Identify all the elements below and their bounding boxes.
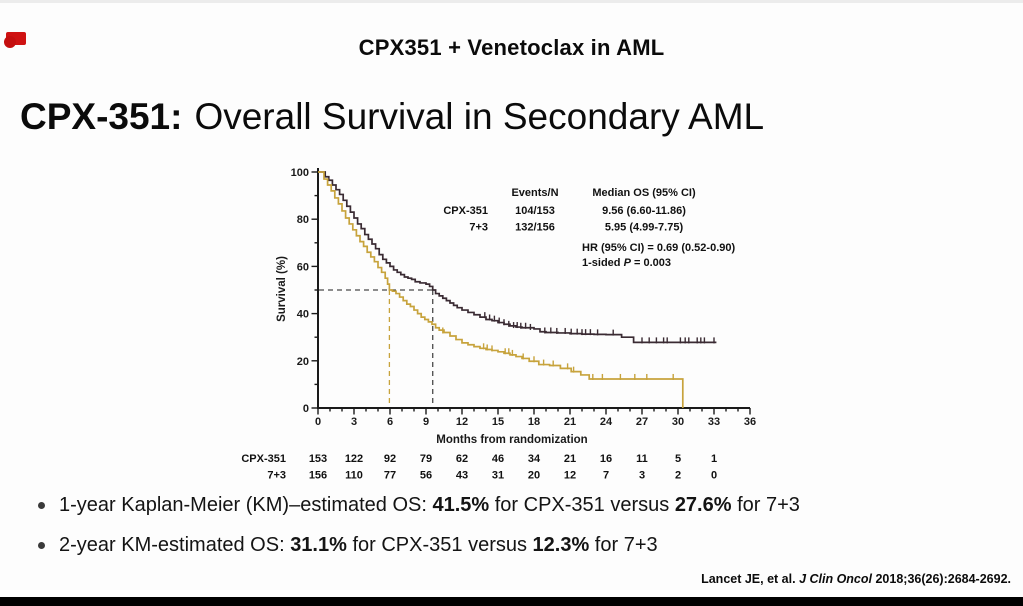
list-item: 1-year Kaplan-Meier (KM)–estimated OS: 4…	[36, 494, 996, 517]
svg-text:60: 60	[297, 261, 309, 273]
svg-text:CPX-351: CPX-351	[241, 453, 286, 465]
svg-text:21: 21	[564, 453, 576, 465]
svg-text:27: 27	[636, 416, 648, 428]
svg-text:24: 24	[600, 416, 613, 428]
bullet-icon	[38, 502, 45, 509]
page-title-rest: Overall Survival in Secondary AML	[194, 96, 765, 137]
svg-text:132/156: 132/156	[515, 222, 555, 234]
svg-text:5.95 (4.99-7.75): 5.95 (4.99-7.75)	[605, 222, 684, 234]
svg-text:21: 21	[564, 416, 576, 428]
svg-text:5: 5	[675, 453, 681, 465]
svg-text:15: 15	[492, 416, 504, 428]
svg-text:104/153: 104/153	[515, 205, 555, 217]
svg-text:43: 43	[456, 470, 468, 482]
svg-text:6: 6	[387, 416, 393, 428]
axes: 0 3 6 9 12 15 18 21 24 27 30 33 36020406080100Months…	[276, 167, 756, 446]
list-item: 2-year KM-estimated OS: 31.1% for CPX-35…	[36, 534, 996, 557]
svg-text:11: 11	[636, 453, 648, 465]
svg-text:33: 33	[708, 416, 720, 428]
svg-text:7: 7	[603, 470, 609, 482]
svg-text:18: 18	[528, 416, 540, 428]
svg-text:Median OS (95% CI): Median OS (95% CI)	[592, 187, 696, 199]
svg-text:36: 36	[744, 416, 756, 428]
svg-text:0: 0	[315, 416, 321, 428]
svg-text:Events/N: Events/N	[511, 187, 558, 199]
svg-text:122: 122	[345, 453, 363, 465]
svg-text:0: 0	[711, 470, 717, 482]
svg-text:31: 31	[492, 470, 504, 482]
top-edge-strip	[0, 0, 1023, 3]
km-survival-chart: 0 3 6 9 12 15 18 21 24 27 30 33 36 0 20 40 60 80 100 Months…	[240, 150, 800, 495]
svg-text:0: 0	[303, 403, 309, 415]
svg-text:3: 3	[351, 416, 357, 428]
svg-text:3: 3	[639, 470, 645, 482]
key-findings-list: 1-year Kaplan-Meier (KM)–estimated OS: 4…	[36, 494, 996, 557]
badge-dot	[4, 36, 16, 48]
bullet-text-1yr-os: 1-year Kaplan-Meier (KM)–estimated OS: 4…	[59, 494, 800, 516]
series-cpx-351	[318, 171, 717, 344]
slide-kicker: CPX351 + Venetoclax in AML	[358, 35, 665, 60]
svg-text:HR (95% CI) = 0.69 (0.52-0.90): HR (95% CI) = 0.69 (0.52-0.90)	[582, 242, 735, 254]
svg-text:34: 34	[528, 453, 541, 465]
svg-text:1: 1	[711, 453, 717, 465]
bullet-icon	[38, 542, 45, 549]
median-guides	[319, 289, 434, 407]
svg-text:100: 100	[291, 167, 309, 179]
svg-text:20: 20	[297, 356, 309, 368]
svg-text:Months from randomization: Months from randomization	[436, 434, 587, 446]
svg-text:1-sided P = 0.003: 1-sided P = 0.003	[582, 257, 671, 269]
legend: Events/N Median OS (95% CI) CPX-351 104/153…	[443, 187, 735, 269]
svg-text:80: 80	[297, 214, 309, 226]
km-chart-svg: 0 3 6 9 12 15 18 21 24 27 30 33 36020406080100Months…	[241, 167, 756, 482]
svg-text:156: 156	[309, 470, 327, 482]
svg-text:CPX-351: CPX-351	[443, 205, 488, 217]
svg-text:77: 77	[384, 470, 396, 482]
bottom-letterbox-bar	[0, 597, 1023, 606]
svg-text:62: 62	[456, 453, 468, 465]
at-risk-table: CPX-351 153 122 92 79 62 46 34 21 16 11 5 17+3 156 110…	[241, 453, 717, 482]
red-video-record-badge-icon	[4, 31, 30, 49]
bullet-text-2yr-os: 2-year KM-estimated OS: 31.1% for CPX-35…	[59, 534, 658, 556]
svg-text:9: 9	[423, 416, 429, 428]
svg-text:92: 92	[384, 453, 396, 465]
svg-text:7+3: 7+3	[267, 470, 286, 482]
svg-text:20: 20	[528, 470, 540, 482]
svg-text:Survival (%): Survival (%)	[276, 256, 288, 322]
series-7-3	[318, 171, 684, 408]
svg-text:46: 46	[492, 453, 504, 465]
page-title: CPX-351: Overall Survival in Secondary AM…	[20, 96, 1000, 138]
svg-text:110: 110	[345, 470, 363, 482]
svg-text:40: 40	[297, 309, 309, 321]
svg-text:79: 79	[420, 453, 432, 465]
svg-text:9.56 (6.60-11.86): 9.56 (6.60-11.86)	[602, 205, 686, 217]
svg-text:16: 16	[600, 453, 612, 465]
page-title-drug: CPX-351:	[20, 96, 183, 137]
citation: Lancet JE, et al. J Clin Oncol 2018;36(2…	[701, 572, 1011, 586]
svg-text:7+3: 7+3	[469, 222, 488, 234]
svg-text:12: 12	[564, 470, 576, 482]
svg-text:12: 12	[456, 416, 468, 428]
svg-text:2: 2	[675, 470, 681, 482]
svg-text:56: 56	[420, 470, 432, 482]
svg-text:30: 30	[672, 416, 684, 428]
svg-text:153: 153	[309, 453, 327, 465]
